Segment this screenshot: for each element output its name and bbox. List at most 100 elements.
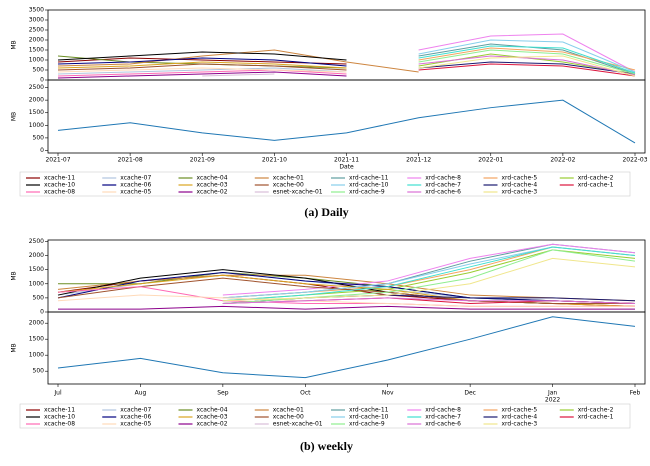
- x-tick-label: 2022-02: [550, 157, 575, 164]
- legend-label: xcache-11: [44, 175, 75, 182]
- y-tick-label: 2000: [29, 320, 44, 327]
- legend-label: xcache-04: [197, 407, 228, 414]
- legend-label: xrd-cache-1: [578, 182, 614, 189]
- x-tick-label: Jul: [53, 390, 62, 397]
- legend-label: xcache-02: [197, 421, 228, 428]
- legend-label: xrd-cache-10: [349, 182, 389, 189]
- legend-label: xcache-08: [44, 421, 75, 428]
- y-tick-label: 1000: [29, 122, 44, 129]
- x-tick-label: 2021-11: [334, 157, 359, 164]
- legend-label: xcache-08: [44, 189, 75, 196]
- panel-frame: [47, 311, 646, 385]
- y-tick-label: 3000: [29, 17, 44, 24]
- panel-frame: [47, 79, 646, 154]
- x-tick-label: 2021-12: [406, 157, 431, 164]
- legend-label: xcache-06: [120, 182, 151, 189]
- x-tick-label: 2022-03: [622, 157, 647, 164]
- y-axis-label: MB: [11, 40, 18, 49]
- series-line: [57, 61, 347, 69]
- legend-label: xrd-cache-8: [425, 175, 461, 182]
- y-tick-label: 500: [33, 294, 45, 301]
- x-tick-label: Nov: [382, 390, 394, 397]
- y-tick-label: 3500: [29, 7, 44, 14]
- y-tick-label: 500: [33, 134, 45, 141]
- series-line: [222, 243, 636, 296]
- x-tick-label: Sep: [217, 390, 229, 397]
- series-line: [57, 71, 347, 79]
- series-line: [57, 63, 347, 71]
- y-tick-label: 2500: [29, 84, 44, 91]
- legend-label: xcache-10: [44, 414, 75, 421]
- y-tick-label: 2500: [29, 27, 44, 34]
- x-tick-label: 2021-10: [262, 157, 287, 164]
- series-line: [222, 297, 636, 305]
- series-line: [418, 55, 636, 77]
- legend-label: xrd-cache-6: [425, 189, 461, 196]
- series-line: [222, 257, 636, 302]
- legend-label: esnet-xcache-01: [273, 189, 323, 196]
- legend-label: xrd-cache-5: [502, 175, 538, 182]
- legend-label: xrd-cache-4: [502, 182, 538, 189]
- series-line: [418, 49, 636, 75]
- x-tick-label: Oct: [300, 390, 311, 397]
- legend-label: xcache-04: [197, 175, 228, 182]
- legend-label: esnet-xcache-01: [273, 421, 323, 428]
- series-line: [57, 57, 347, 67]
- y-axis-label: MB: [11, 343, 18, 352]
- x-tick-label: 2021-07: [45, 157, 70, 164]
- series-line: [418, 39, 636, 73]
- series-line: [58, 305, 635, 310]
- y-axis-label: MB: [11, 112, 18, 121]
- chart-title: (a) Daily: [304, 205, 348, 219]
- x-tick-label: 2021-09: [190, 157, 215, 164]
- y-tick-label: 2500: [29, 238, 44, 245]
- x-tick-label: 2021-08: [118, 157, 143, 164]
- series-line: [418, 33, 636, 73]
- series-line: [222, 246, 636, 302]
- y-tick-label: 2000: [29, 252, 44, 259]
- y-tick-label: 1000: [29, 57, 44, 64]
- y-tick-label: 0: [40, 147, 44, 154]
- legend-label: xcache-00: [273, 182, 304, 189]
- legend-label: xrd-cache-9: [349, 189, 385, 196]
- x-tick-label: Aug: [135, 390, 147, 397]
- y-tick-label: 1500: [29, 266, 44, 273]
- x-tick-label: 2022-01: [478, 157, 503, 164]
- legend-label: xcache-01: [273, 175, 304, 182]
- series-line: [57, 99, 636, 144]
- y-tick-label: 1500: [29, 47, 44, 54]
- y-tick-label: 1500: [29, 336, 44, 343]
- series-line: [418, 61, 636, 75]
- series-line: [57, 316, 636, 379]
- legend-label: xrd-cache-9: [349, 421, 385, 428]
- y-tick-label: 500: [33, 368, 45, 375]
- legend-label: xcache-10: [44, 182, 75, 189]
- x-year-label: 2022: [545, 397, 560, 404]
- x-tick-label: Jan: [547, 390, 557, 397]
- series-line: [202, 73, 275, 77]
- legend-label: xcache-06: [120, 414, 151, 421]
- legend-label: xrd-cache-7: [425, 182, 461, 189]
- series-line: [57, 69, 347, 77]
- legend-label: xrd-cache-3: [502, 189, 538, 196]
- legend-label: xrd-cache-2: [578, 407, 614, 414]
- y-tick-label: 0: [40, 77, 44, 84]
- legend-label: xrd-cache-7: [425, 414, 461, 421]
- legend-label: xrd-cache-11: [349, 175, 389, 182]
- series-line: [57, 51, 347, 61]
- series-line: [57, 57, 347, 65]
- y-tick-label: 1000: [29, 280, 44, 287]
- legend-label: xrd-cache-1: [578, 414, 614, 421]
- legend-label: xrd-cache-3: [502, 421, 538, 428]
- legend-label: xrd-cache-4: [502, 414, 538, 421]
- legend-label: xcache-05: [120, 189, 151, 196]
- x-tick-label: Feb: [630, 390, 641, 397]
- y-tick-label: 2000: [29, 97, 44, 104]
- legend-box: [19, 403, 631, 429]
- series-line: [57, 67, 347, 73]
- series-line: [57, 67, 347, 75]
- y-tick-label: 500: [33, 67, 45, 74]
- y-tick-label: 1000: [29, 352, 44, 359]
- series-line: [418, 45, 636, 74]
